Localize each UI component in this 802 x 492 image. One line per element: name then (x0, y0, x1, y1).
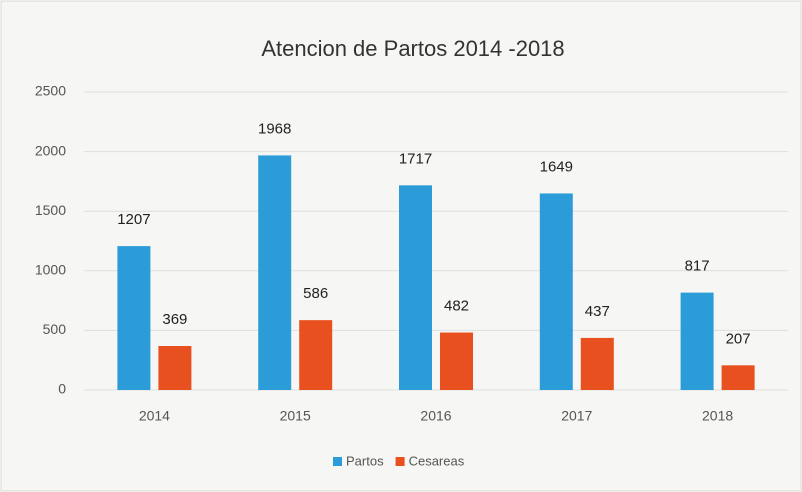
y-tick-label: 2000 (35, 142, 66, 158)
x-tick-label: 2014 (139, 408, 170, 424)
bar (680, 292, 714, 390)
bar (258, 155, 292, 390)
data-label: 1207 (117, 211, 150, 228)
chart-title: Atencion de Partos 2014 -2018 (261, 36, 564, 61)
y-tick-label: 1500 (35, 202, 66, 218)
data-label: 1717 (399, 150, 432, 167)
x-tick-label: 2018 (702, 408, 733, 424)
legend-swatch (333, 457, 342, 466)
y-tick-label: 2500 (35, 83, 66, 99)
bar (299, 320, 333, 390)
data-label: 482 (444, 298, 469, 315)
x-tick-label: 2015 (280, 408, 311, 424)
y-tick-label: 0 (58, 381, 66, 397)
bar (440, 332, 473, 390)
data-label: 437 (585, 303, 610, 320)
bar (721, 365, 755, 390)
x-tick-label: 2017 (561, 408, 592, 424)
data-label: 369 (162, 311, 187, 328)
data-label: 586 (303, 285, 328, 302)
y-tick-label: 1000 (35, 262, 66, 278)
bar (117, 246, 151, 390)
legend-label: Partos (346, 453, 384, 468)
legend-swatch (395, 457, 405, 466)
bar (158, 346, 192, 390)
bar (580, 337, 614, 390)
data-label: 817 (685, 258, 710, 275)
bar (399, 185, 432, 390)
legend-label: Cesareas (409, 453, 465, 468)
y-tick-label: 500 (43, 321, 67, 337)
bar (539, 193, 573, 390)
data-label: 1968 (258, 120, 291, 137)
data-label: 1649 (540, 158, 573, 175)
data-label: 207 (726, 330, 751, 347)
x-tick-label: 2016 (420, 408, 451, 424)
